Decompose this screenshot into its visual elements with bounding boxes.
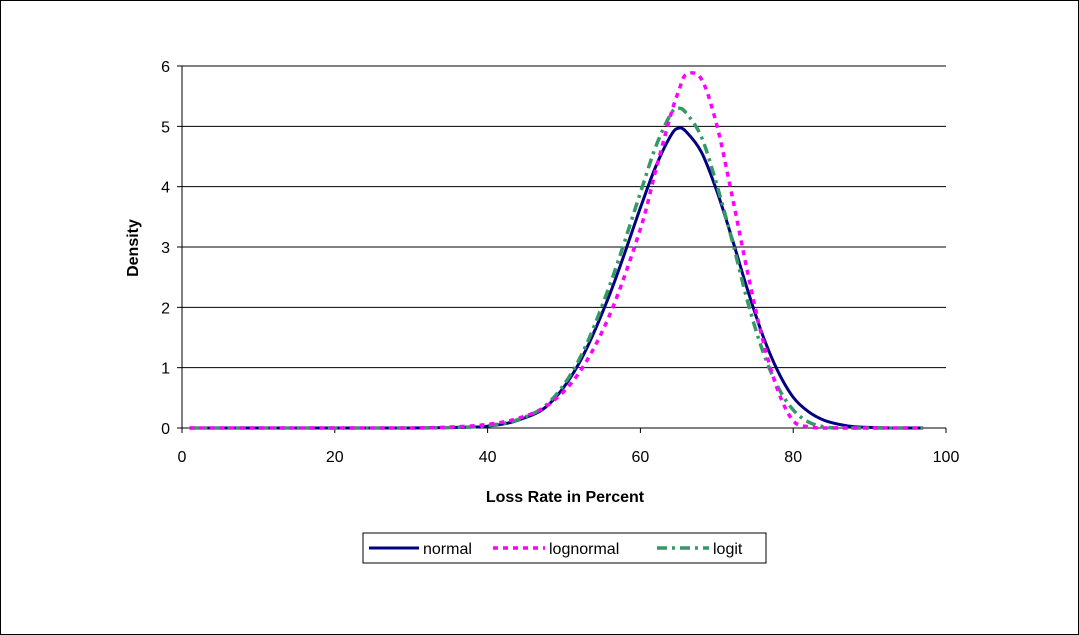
legend: normal lognormal logit: [362, 532, 767, 564]
y-tick-label: 2: [161, 300, 170, 317]
axes: [177, 65, 947, 433]
x-tick-label: 100: [933, 449, 960, 466]
legend-label-lognormal: lognormal: [549, 541, 619, 558]
series-line-logit: [189, 106, 924, 430]
x-tick-label: 80: [784, 449, 802, 466]
y-axis-title: Density: [125, 219, 142, 277]
gridlines: [182, 65, 946, 369]
y-tick-label: 0: [161, 421, 170, 438]
x-tick-label: 0: [178, 449, 187, 466]
y-tick-label: 1: [161, 361, 170, 378]
legend-label-normal: normal: [423, 541, 472, 558]
y-tick-label: 5: [161, 119, 170, 136]
x-tick-label: 40: [479, 449, 497, 466]
x-axis-title: Loss Rate in Percent: [486, 489, 645, 506]
series-line-normal: [189, 126, 924, 430]
series-line-lognormal: [189, 71, 924, 430]
y-tick-label: 3: [161, 240, 170, 257]
y-tick-label: 4: [161, 180, 170, 197]
x-tick-label: 60: [632, 449, 650, 466]
legend-label-logit: logit: [713, 541, 743, 558]
legend-box: [362, 532, 767, 564]
x-tick-label: 20: [326, 449, 344, 466]
y-tick-label: 6: [161, 59, 170, 76]
series-lines: [189, 71, 924, 430]
